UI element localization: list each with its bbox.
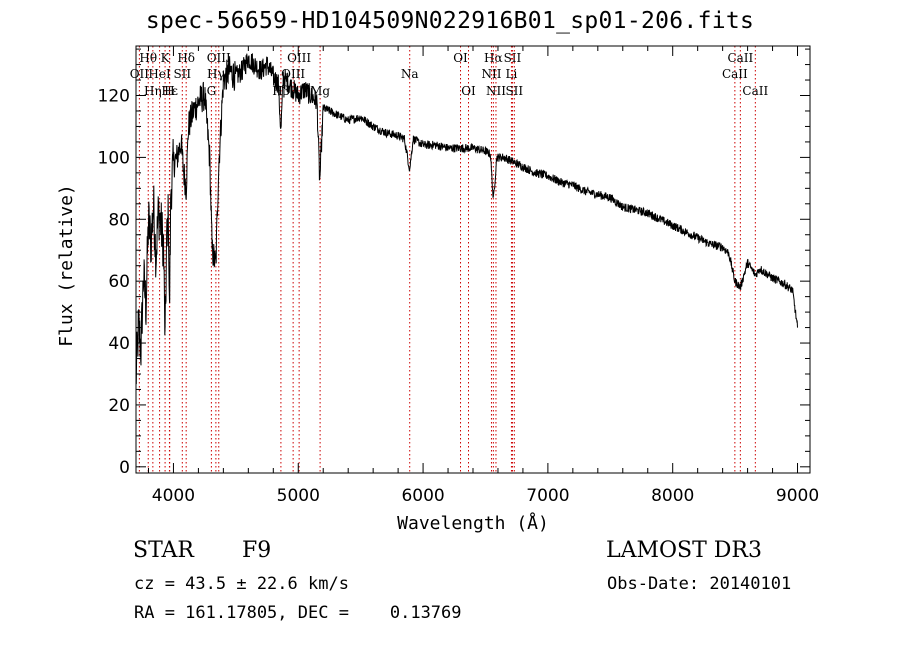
survey-name: LAMOST DR3: [606, 538, 762, 563]
line-label-8: Hδ: [177, 51, 195, 65]
spectrum-series: [136, 53, 798, 385]
plot-axes: [135, 45, 811, 474]
x-tick-label-0: 4000: [152, 486, 195, 506]
spectrum-line: [136, 53, 798, 385]
line-label-25: CaII: [727, 51, 753, 65]
plot-frame: [135, 45, 811, 474]
y-tick-label-4: 80: [108, 210, 130, 230]
line-label-23: Li: [506, 67, 518, 81]
line-label-4: K: [161, 51, 171, 65]
line-label-7: H: [164, 84, 174, 98]
line-label-17: OI: [453, 51, 468, 65]
line-label-11: G: [207, 84, 217, 98]
x-axis-title: Wavelength (Å): [397, 512, 549, 534]
y-tick-label-0: 0: [119, 458, 130, 478]
observation-date: Obs-Date: 20140101: [607, 574, 792, 594]
redshift-velocity: cz = 43.5 ± 22.6 km/s: [134, 574, 349, 594]
line-label-18: OI: [461, 84, 476, 98]
line-label-3: HeI: [148, 67, 171, 81]
line-label-10: Hγ: [207, 67, 225, 81]
line-label-24: SII: [505, 84, 523, 98]
line-label-13: OIII: [287, 51, 311, 65]
x-tick-label-3: 7000: [526, 486, 569, 506]
axis-ticks: 4000 5000 6000 7000 8000 9000 0 20 40 60 80 100 120: [98, 46, 819, 506]
y-tick-label-3: 60: [108, 272, 130, 292]
line-label-1: OII: [130, 67, 150, 81]
y-tick-label-2: 40: [108, 334, 130, 354]
line-label-2: Hη: [144, 84, 162, 98]
line-label-16: Na: [401, 67, 419, 81]
object-subclass: F9: [242, 538, 272, 563]
line-label-9: OIII: [207, 51, 231, 65]
sky-coordinates: RA = 161.17805, DEC = 0.13769: [134, 603, 462, 623]
line-label-20: NII: [481, 67, 501, 81]
y-tick-label-6: 120: [98, 87, 130, 107]
x-tick-label-2: 6000: [401, 486, 444, 506]
line-label-27: CaII: [742, 84, 768, 98]
line-label-19: Hα: [484, 51, 503, 65]
x-tick-label-1: 5000: [277, 486, 320, 506]
y-tick-label-1: 20: [108, 396, 130, 416]
axis-labels: Wavelength (Å) Flux (relative): [56, 184, 549, 534]
chart-title: spec-56659-HD104509N022916B01_sp01-206.f…: [145, 8, 755, 34]
line-label-0: Hθ: [139, 51, 157, 65]
line-label-21: NII: [486, 84, 506, 98]
x-tick-label-4: 8000: [651, 486, 694, 506]
y-tick-label-5: 100: [98, 148, 130, 168]
line-label-6: SII: [173, 67, 191, 81]
object-class: STAR: [133, 538, 194, 563]
y-axis-title: Flux (relative): [56, 184, 77, 347]
line-label-26: CaII: [722, 67, 748, 81]
x-tick-label-5: 9000: [776, 486, 819, 506]
line-label-22: SII: [504, 51, 522, 65]
